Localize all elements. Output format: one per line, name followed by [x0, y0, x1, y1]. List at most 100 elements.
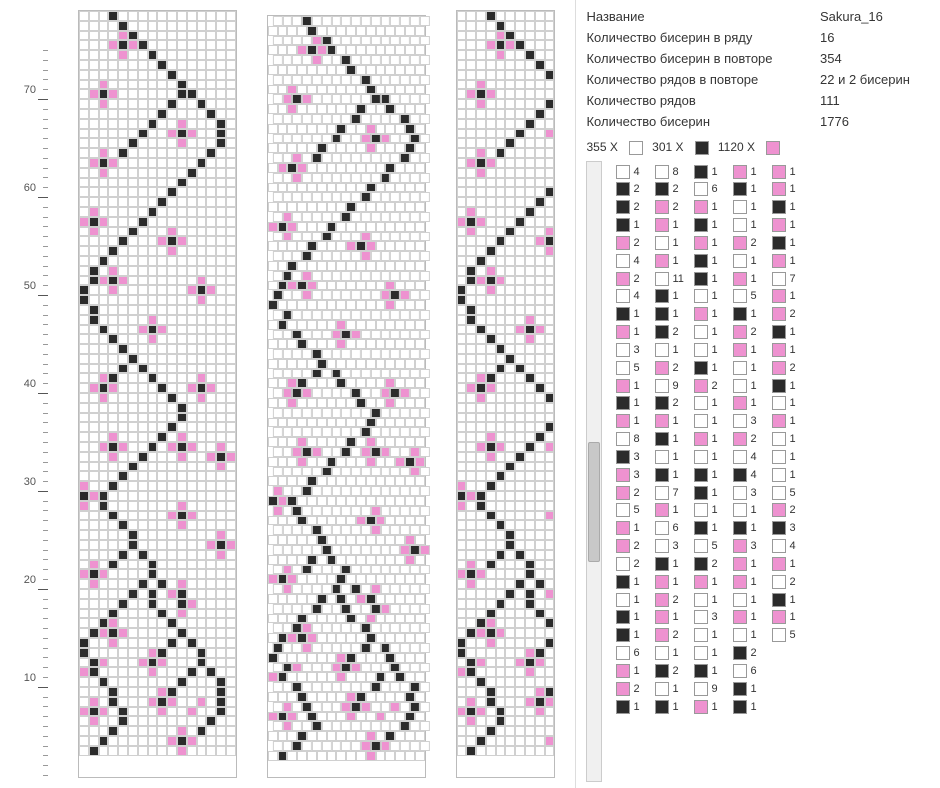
seq-swatch: [616, 700, 630, 714]
seq-count: 1: [711, 701, 729, 713]
info-value: 1776: [820, 114, 930, 129]
seq-count: 1: [789, 397, 807, 409]
seq-swatch: [694, 521, 708, 535]
seq-count: 2: [789, 308, 807, 320]
seq-swatch: [733, 521, 747, 535]
info-key: Количество бисерин в повторе: [586, 51, 820, 66]
info-key: Название: [586, 9, 820, 24]
seq-count: 1: [750, 362, 768, 374]
seq-count: 7: [789, 273, 807, 285]
seq-count: 3: [750, 415, 768, 427]
seq-count: 1: [633, 326, 651, 338]
seq-count: 1: [750, 166, 768, 178]
scrollbar-thumb[interactable]: [588, 442, 600, 562]
seq-count: 1: [750, 344, 768, 356]
seq-swatch: [772, 575, 786, 589]
seq-swatch: [694, 254, 708, 268]
seq-count: 1: [672, 237, 690, 249]
pattern-grid-square: [78, 10, 237, 778]
seq-count: 5: [711, 540, 729, 552]
seq-count: 1: [789, 183, 807, 195]
seq-count: 6: [672, 522, 690, 534]
seq-count: 1: [750, 683, 768, 695]
seq-count: 2: [633, 487, 651, 499]
seq-count: 2: [672, 629, 690, 641]
seq-count: 1: [711, 469, 729, 481]
seq-swatch: [655, 254, 669, 268]
sequence-scrollbar[interactable]: [586, 161, 602, 782]
seq-swatch: [616, 165, 630, 179]
seq-swatch: [616, 646, 630, 660]
pattern-info-table: НазваниеSakura_16Количество бисерин в ря…: [586, 6, 930, 132]
seq-count: 9: [711, 683, 729, 695]
seq-swatch: [772, 200, 786, 214]
seq-swatch: [616, 468, 630, 482]
seq-swatch: [616, 307, 630, 321]
seq-swatch: [655, 521, 669, 535]
seq-swatch: [772, 628, 786, 642]
seq-swatch: [772, 361, 786, 375]
seq-count: 1: [711, 433, 729, 445]
seq-swatch: [733, 325, 747, 339]
seq-count: 4: [789, 540, 807, 552]
seq-swatch: [733, 379, 747, 393]
seq-count: 1: [633, 380, 651, 392]
seq-count: 1: [789, 558, 807, 570]
seq-count: 3: [672, 540, 690, 552]
seq-swatch: [655, 503, 669, 517]
seq-count: 4: [750, 469, 768, 481]
seq-swatch: [655, 468, 669, 482]
seq-count: 1: [633, 611, 651, 623]
seq-swatch: [655, 396, 669, 410]
seq-swatch: [655, 182, 669, 196]
seq-swatch: [733, 628, 747, 642]
seq-count: 1: [672, 308, 690, 320]
seq-count: 1: [672, 558, 690, 570]
seq-swatch: [616, 432, 630, 446]
seq-swatch: [655, 539, 669, 553]
seq-count: 1: [633, 397, 651, 409]
seq-swatch: [733, 289, 747, 303]
seq-count: 1: [711, 504, 729, 516]
pattern-grid-preview: [456, 10, 556, 778]
seq-count: 4: [633, 166, 651, 178]
seq-swatch: [733, 503, 747, 517]
seq-swatch: [655, 414, 669, 428]
info-value: Sakura_16: [820, 9, 930, 24]
seq-count: 1: [789, 594, 807, 606]
total-swatch: [629, 141, 643, 155]
seq-count: 1: [789, 290, 807, 302]
seq-swatch: [694, 682, 708, 696]
seq-count: 1: [789, 201, 807, 213]
seq-count: 1: [711, 487, 729, 499]
seq-swatch: [694, 200, 708, 214]
seq-count: 4: [750, 451, 768, 463]
seq-swatch: [616, 414, 630, 428]
seq-count: 1: [711, 576, 729, 588]
seq-count: 11: [672, 273, 690, 285]
seq-count: 1: [633, 701, 651, 713]
seq-count: 2: [672, 183, 690, 195]
seq-swatch: [772, 468, 786, 482]
seq-swatch: [655, 593, 669, 607]
seq-swatch: [733, 361, 747, 375]
seq-swatch: [694, 646, 708, 660]
seq-count: 2: [672, 326, 690, 338]
seq-count: 1: [672, 255, 690, 267]
seq-swatch: [616, 361, 630, 375]
seq-count: 1: [711, 237, 729, 249]
seq-count: 2: [711, 380, 729, 392]
seq-count: 3: [750, 487, 768, 499]
seq-swatch: [616, 236, 630, 250]
total-swatch: [695, 141, 709, 155]
total-swatch: [766, 141, 780, 155]
seq-swatch: [616, 289, 630, 303]
seq-count: 9: [672, 380, 690, 392]
seq-count: 1: [672, 701, 690, 713]
seq-count: 1: [750, 255, 768, 267]
seq-count: 1: [789, 611, 807, 623]
seq-swatch: [694, 575, 708, 589]
seq-swatch: [616, 272, 630, 286]
seq-swatch: [694, 450, 708, 464]
seq-count: 2: [750, 433, 768, 445]
